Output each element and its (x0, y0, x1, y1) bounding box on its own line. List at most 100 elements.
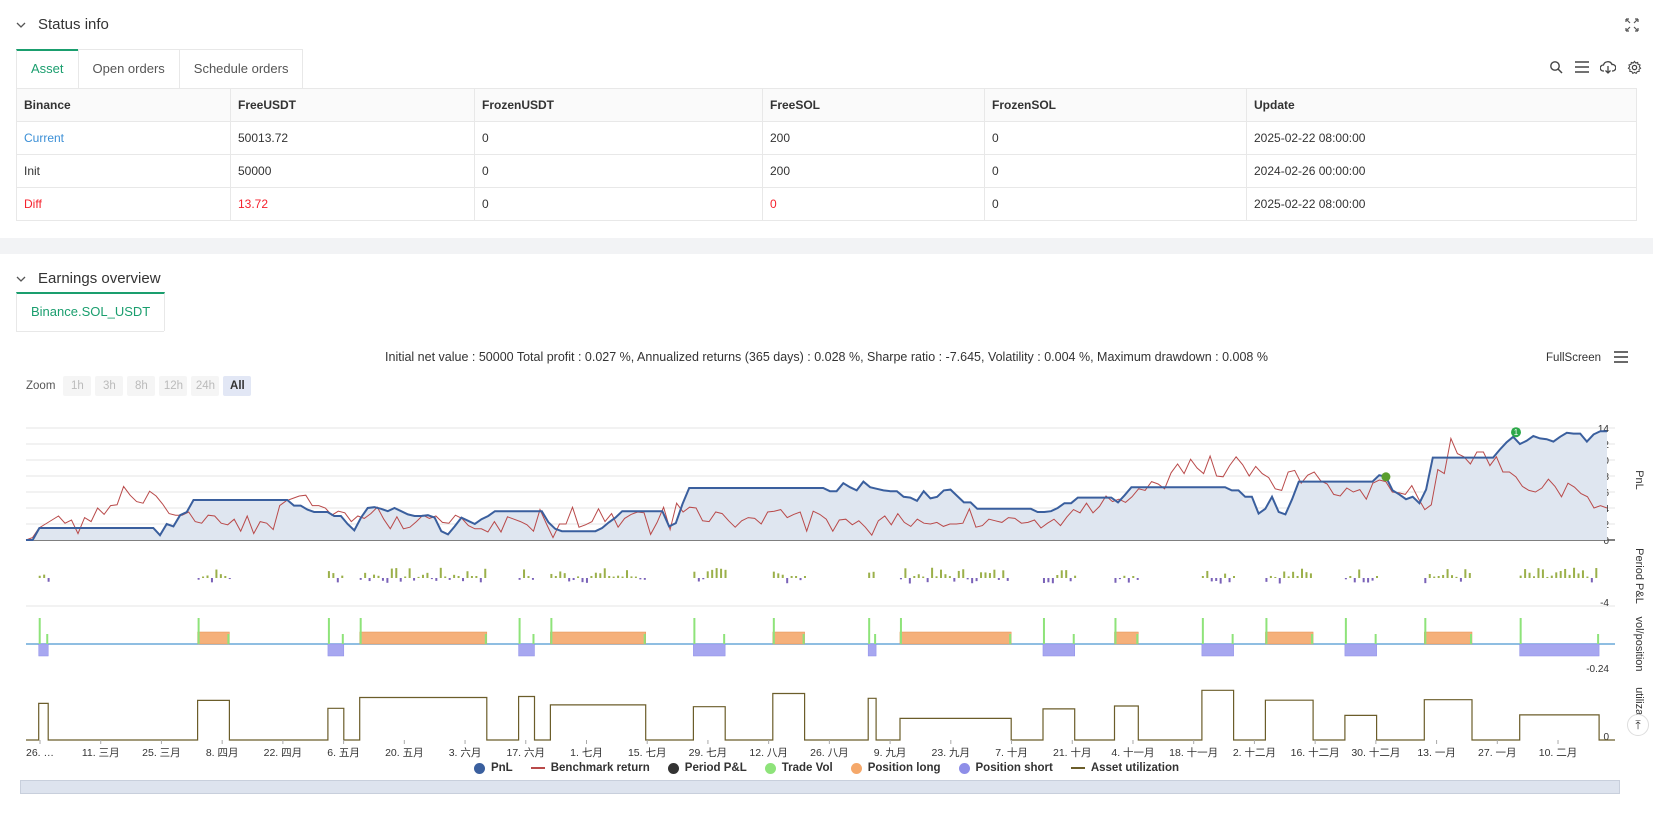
x-tick-label: 26. … (26, 747, 54, 759)
gear-icon[interactable] (1625, 58, 1643, 76)
zoom-1h-button[interactable]: 1h (63, 376, 92, 396)
period-bar (917, 574, 920, 578)
trade-vol-bar (1265, 618, 1268, 644)
position-short-block (867, 643, 877, 657)
period-bar (585, 578, 588, 583)
trade-vol-bar (1201, 618, 1204, 644)
period-bar (202, 576, 205, 578)
range-navigator[interactable] (20, 780, 1620, 794)
position-long-block (359, 631, 488, 645)
trade-vol-bar (1519, 618, 1522, 644)
zoom-3h-button[interactable]: 3h (95, 376, 124, 396)
chart-legend: PnL Benchmark return Period P&L Trade Vo… (0, 762, 1653, 774)
tab-binance-sol-usdt[interactable]: Binance.SOL_USDT (16, 292, 166, 331)
position-short-block (327, 643, 345, 657)
earnings-overview-header[interactable]: Earnings overview (16, 270, 161, 287)
trade-vol-bar (1009, 634, 1012, 644)
earnings-summary: Initial net value : 50000 Total profit :… (385, 350, 1268, 364)
back-to-top-icon[interactable]: ⤒ (1627, 714, 1649, 736)
legend-trade-vol[interactable]: Trade Vol (764, 762, 833, 774)
period-bar (439, 567, 442, 578)
period-bar (554, 576, 557, 578)
period-bar (1464, 569, 1467, 578)
period-bar (1265, 578, 1268, 582)
x-tick-label: 7. 十月 (995, 746, 1028, 759)
legend-position-short[interactable]: Position short (958, 762, 1053, 774)
zoom-24h-button[interactable]: 24h (191, 376, 220, 396)
legend-label: Benchmark return (550, 762, 650, 774)
trade-vol-bar (518, 618, 521, 644)
legend-benchmark-return[interactable]: Benchmark return (530, 762, 650, 774)
trade-marker (1381, 472, 1391, 482)
period-bar (939, 569, 942, 578)
legend-position-long[interactable]: Position long (850, 762, 941, 774)
period-bar (1215, 578, 1218, 581)
tab-open-orders[interactable]: Open orders (77, 49, 180, 88)
flag-marker (1511, 427, 1521, 438)
period-bar (1568, 574, 1571, 578)
x-tick-label: 22. 四月 (264, 747, 303, 759)
period-bar (572, 578, 575, 581)
legend-period-pnl[interactable]: Period P&L (667, 762, 747, 774)
chevron-down-icon[interactable] (16, 274, 26, 284)
period-bar (381, 578, 384, 581)
zoom-12h-button[interactable]: 12h (159, 376, 188, 396)
period-bar (899, 578, 902, 580)
period-bar (1233, 576, 1236, 578)
list-icon[interactable] (1573, 58, 1591, 76)
period-bar (1219, 578, 1222, 584)
chart-menu-icon[interactable] (1613, 350, 1629, 364)
period-bar (926, 578, 929, 583)
period-bar (550, 573, 553, 578)
period-bar (1428, 573, 1431, 578)
period-bar (868, 572, 871, 578)
legend-pnl[interactable]: PnL (473, 762, 513, 774)
position-short-block (693, 643, 726, 657)
y-tick-label: 14 (1598, 424, 1610, 435)
util-tick-label: 0 (1603, 732, 1609, 743)
period-bar (872, 571, 875, 578)
period-bar (1586, 576, 1589, 578)
tab-schedule-orders[interactable]: Schedule orders (178, 49, 304, 88)
legend-label: PnL (490, 762, 513, 774)
period-bar (997, 578, 1000, 580)
position-long-block (899, 631, 1012, 645)
period-bar (1595, 568, 1598, 578)
x-tick-label: 8. 四月 (206, 747, 239, 759)
position-short-block (1519, 643, 1600, 657)
period-bar (1047, 578, 1050, 583)
period-bar (697, 578, 700, 582)
period-bar (1065, 570, 1068, 578)
zoom-all-button[interactable]: All (223, 376, 252, 396)
row-label-current[interactable]: Current (16, 121, 231, 155)
period-bar (1051, 578, 1054, 584)
period-bar (426, 572, 429, 578)
period-bar (1541, 569, 1544, 578)
cloud-download-icon[interactable] (1599, 58, 1617, 76)
search-icon[interactable] (1547, 58, 1565, 76)
expand-icon[interactable] (1625, 18, 1639, 32)
period-bar (1564, 568, 1567, 578)
period-bar (373, 574, 376, 578)
header-binance: Binance (16, 88, 231, 122)
period-bar (1278, 578, 1281, 584)
tab-asset[interactable]: Asset (16, 49, 79, 88)
period-bar (1305, 572, 1308, 578)
period-bar (1123, 575, 1126, 578)
zoom-8h-button[interactable]: 8h (127, 376, 156, 396)
period-bar (475, 576, 478, 578)
trade-vol-bar (643, 634, 646, 644)
status-info-header[interactable]: Status info (16, 16, 109, 33)
period-bar (1555, 572, 1558, 578)
legend-asset-utilization[interactable]: Asset utilization (1070, 762, 1179, 774)
period-bar (966, 578, 969, 580)
period-bar (962, 569, 965, 578)
x-tick-label: 9. 九月 (874, 747, 907, 759)
table-row: Current 50013.72 0 200 0 2025-02-22 08:0… (16, 121, 1637, 155)
chevron-down-icon[interactable] (16, 20, 26, 30)
fullscreen-button[interactable]: FullScreen (1546, 352, 1601, 364)
period-bar (988, 573, 991, 578)
period-bar (993, 569, 996, 578)
earnings-chart[interactable]: 14121086420PnL1Period P&L-4vol/position-… (0, 254, 1653, 834)
x-tick-label: 13. 一月 (1417, 747, 1456, 759)
